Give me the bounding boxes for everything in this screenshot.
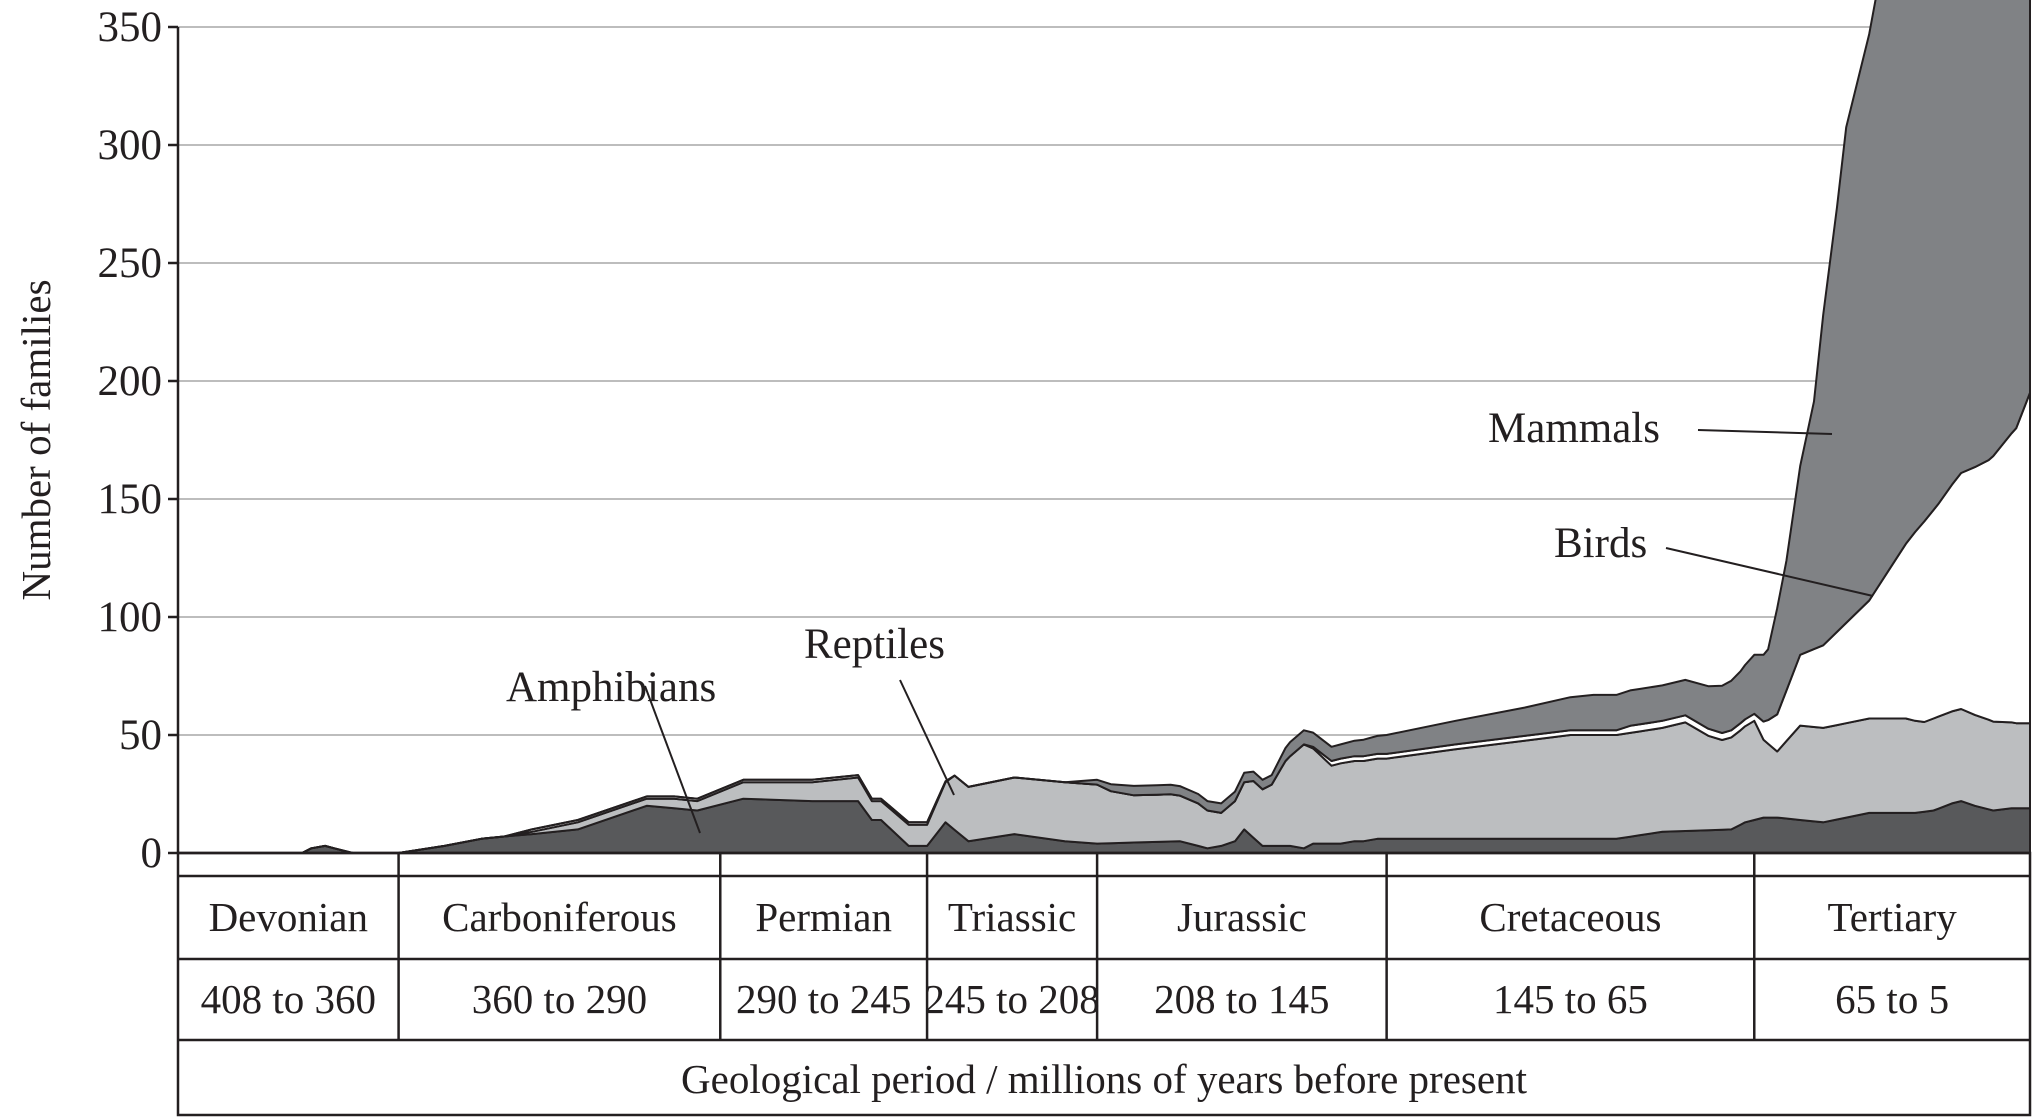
- y-tick-label: 150: [98, 476, 163, 523]
- y-tick-label: 100: [98, 594, 163, 641]
- period-range: 290 to 245: [736, 976, 911, 1022]
- y-tick-label: 50: [119, 712, 162, 759]
- stacked-areas: [301, 0, 2031, 854]
- grid-lines: [178, 26, 2030, 736]
- y-tick-labels: 0 50 100 150 200 250 300 350: [98, 4, 178, 877]
- annotation-leader: [1697, 429, 1833, 435]
- y-tick-label: 250: [98, 240, 163, 287]
- period-range: 145 to 65: [1493, 976, 1648, 1022]
- period-name: Permian: [755, 894, 892, 940]
- y-tick-label: 0: [141, 830, 163, 877]
- y-tick-label: 300: [98, 122, 163, 169]
- period-name: Triassic: [948, 894, 1076, 940]
- period-table: Devonian 408 to 360 Carboniferous 360 to 29…: [176, 851, 2032, 1117]
- annotation-reptiles: Reptiles: [804, 621, 945, 668]
- y-axis-label: Number of families: [13, 279, 59, 600]
- area-mammals: [301, 0, 2031, 854]
- annotation-birds: Birds: [1554, 520, 1647, 567]
- period-range: 245 to 208: [924, 976, 1099, 1022]
- table-border: [176, 851, 2032, 1117]
- period-range: 360 to 290: [472, 976, 647, 1022]
- period-name: Jurassic: [1177, 894, 1307, 940]
- period-name: Carboniferous: [442, 894, 677, 940]
- annotation-amphibians: Amphibians: [506, 664, 716, 711]
- period-range: 208 to 145: [1154, 976, 1329, 1022]
- annotations: Mammals Birds Reptiles Amphibians: [506, 405, 1874, 834]
- period-name: Tertiary: [1828, 894, 1958, 940]
- x-axis-label: Geological period / millions of years be…: [681, 1056, 1528, 1102]
- annotation-leader: [899, 679, 955, 796]
- period-name: Cretaceous: [1479, 894, 1661, 940]
- annotation-leader: [1665, 547, 1874, 597]
- y-tick-label: 350: [98, 4, 163, 51]
- annotation-leader: [644, 685, 701, 834]
- period-range: 65 to 5: [1835, 976, 1949, 1022]
- annotation-mammals: Mammals: [1488, 405, 1660, 452]
- period-name: Devonian: [209, 894, 368, 940]
- period-range: 408 to 360: [201, 976, 376, 1022]
- y-tick-label: 200: [98, 358, 163, 405]
